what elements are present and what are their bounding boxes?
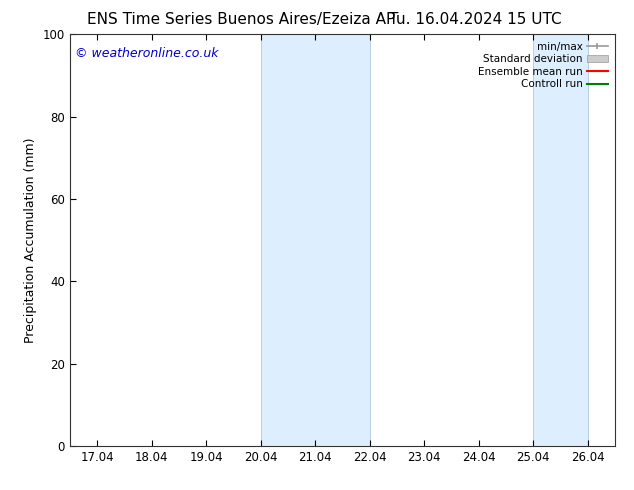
Text: © weatheronline.co.uk: © weatheronline.co.uk xyxy=(75,47,219,60)
Bar xyxy=(533,34,588,446)
Text: ENS Time Series Buenos Aires/Ezeiza AP: ENS Time Series Buenos Aires/Ezeiza AP xyxy=(87,12,395,27)
Bar xyxy=(261,34,370,446)
Text: Tu. 16.04.2024 15 UTC: Tu. 16.04.2024 15 UTC xyxy=(389,12,562,27)
Y-axis label: Precipitation Accumulation (mm): Precipitation Accumulation (mm) xyxy=(24,137,37,343)
Legend: min/max, Standard deviation, Ensemble mean run, Controll run: min/max, Standard deviation, Ensemble me… xyxy=(476,40,610,92)
